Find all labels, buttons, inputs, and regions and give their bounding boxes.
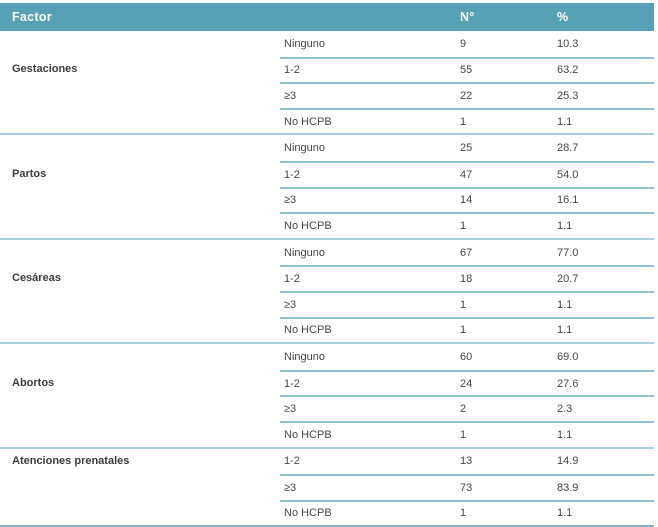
group-rows: 1-2 13 14.9 ≥3 73 83.9 No HCPB 1 1.1 [280, 449, 654, 526]
n-cell: 2 [460, 403, 467, 416]
table-row: 1-2 13 14.9 [280, 449, 654, 475]
pct-cell: 1.1 [557, 115, 573, 128]
table-header-row: Factor N° % [0, 3, 654, 31]
n-cell: 73 [460, 481, 473, 494]
group-rows: Ninguno 9 10.3 1-2 55 63.2 ≥3 22 25.3 [280, 31, 654, 133]
category-cell: 1-2 [284, 273, 300, 286]
n-cell: 18 [460, 273, 473, 286]
header-pct-label: % [557, 10, 569, 24]
n-cell: 1 [460, 219, 467, 232]
pct-cell: 1.1 [557, 324, 573, 337]
n-cell: 1 [460, 324, 467, 337]
n-cell: 1 [460, 507, 467, 520]
table-group-atenciones-prenatales: Atenciones prenatales 1-2 13 14.9 ≥3 73 … [0, 446, 654, 526]
table-group-gestaciones: Gestaciones Ninguno 9 10.3 1-2 55 63.2 ≥… [0, 31, 654, 133]
table-group-cesareas: Cesáreas Ninguno 67 77.0 1-2 18 20.7 ≥3 [0, 237, 654, 342]
pct-cell: 1.1 [557, 219, 573, 232]
pct-cell: 14.9 [557, 455, 579, 468]
n-cell: 60 [460, 350, 473, 363]
table-row: Ninguno 25 28.7 [280, 135, 654, 161]
table-row: No HCPB 1 1.1 [280, 212, 654, 238]
category-cell: ≥3 [284, 194, 297, 207]
pct-cell: 69.0 [557, 350, 579, 363]
category-cell: 1-2 [284, 64, 300, 77]
n-cell: 9 [460, 37, 467, 50]
table-group-partos: Partos Ninguno 25 28.7 1-2 47 54.0 ≥3 14 [0, 133, 654, 237]
pct-cell: 1.1 [557, 298, 573, 311]
table-row: ≥3 73 83.9 [280, 474, 654, 500]
category-cell: 1-2 [284, 455, 300, 468]
category-cell: Ninguno [284, 142, 325, 155]
category-cell: Ninguno [284, 37, 325, 50]
n-cell: 22 [460, 89, 473, 102]
factor-label: Atenciones prenatales [12, 455, 130, 468]
group-rows: Ninguno 67 77.0 1-2 18 20.7 ≥3 1 1.1 [280, 240, 654, 342]
table-row: 1-2 47 54.0 [280, 160, 654, 187]
category-cell: ≥3 [284, 298, 297, 311]
n-cell: 14 [460, 194, 473, 207]
pct-cell: 16.1 [557, 194, 579, 207]
pct-cell: 1.1 [557, 507, 573, 520]
header-factor-label: Factor [12, 10, 53, 24]
pct-cell: 1.1 [557, 428, 573, 441]
n-cell: 55 [460, 64, 473, 77]
category-cell: No HCPB [284, 115, 332, 128]
category-cell: No HCPB [284, 507, 332, 520]
category-cell: ≥3 [284, 89, 297, 102]
category-cell: ≥3 [284, 481, 297, 494]
table-row: No HCPB 1 1.1 [280, 107, 654, 134]
factor-label: Gestaciones [12, 63, 78, 76]
header-n-label: N° [460, 10, 475, 24]
table-row: ≥3 22 25.3 [280, 82, 654, 108]
n-cell: 13 [460, 455, 473, 468]
factors-frequency-table: Factor N° % Gestaciones Ninguno 9 10.3 1… [0, 3, 654, 527]
group-rows: Ninguno 60 69.0 1-2 24 27.6 ≥3 2 2.3 [280, 344, 654, 446]
category-cell: No HCPB [284, 428, 332, 441]
pct-cell: 54.0 [557, 168, 579, 181]
table-row: ≥3 2 2.3 [280, 395, 654, 421]
table-row: No HCPB 1 1.1 [280, 499, 654, 526]
category-cell: ≥3 [284, 403, 297, 416]
pct-cell: 20.7 [557, 273, 579, 286]
category-cell: 1-2 [284, 377, 300, 390]
table-row: 1-2 55 63.2 [280, 56, 654, 83]
category-cell: No HCPB [284, 219, 332, 232]
table-row: 1-2 24 27.6 [280, 369, 654, 396]
table-row: Ninguno 60 69.0 [280, 344, 654, 370]
pct-cell: 25.3 [557, 89, 579, 102]
category-cell: Ninguno [284, 246, 325, 259]
table-row: ≥3 14 16.1 [280, 186, 654, 213]
pct-cell: 77.0 [557, 246, 579, 259]
factor-label: Cesáreas [12, 272, 61, 285]
pct-cell: 10.3 [557, 37, 579, 50]
category-cell: No HCPB [284, 324, 332, 337]
n-cell: 25 [460, 142, 473, 155]
pct-cell: 83.9 [557, 481, 579, 494]
pct-cell: 27.6 [557, 377, 579, 390]
factor-label: Abortos [12, 376, 55, 389]
table-row: No HCPB 1 1.1 [280, 420, 654, 447]
category-cell: Ninguno [284, 350, 325, 363]
table-group-abortos: Abortos Ninguno 60 69.0 1-2 24 27.6 ≥3 2 [0, 342, 654, 446]
table-row: Ninguno 9 10.3 [280, 31, 654, 57]
n-cell: 24 [460, 377, 473, 390]
pct-cell: 63.2 [557, 64, 579, 77]
factor-label: Partos [12, 167, 47, 180]
table-row: No HCPB 1 1.1 [280, 316, 654, 343]
table-row: Ninguno 67 77.0 [280, 240, 654, 266]
n-cell: 47 [460, 168, 473, 181]
group-rows: Ninguno 25 28.7 1-2 47 54.0 ≥3 14 16.1 [280, 135, 654, 237]
n-cell: 67 [460, 246, 473, 259]
n-cell: 1 [460, 298, 467, 311]
table-row: ≥3 1 1.1 [280, 290, 654, 317]
category-cell: 1-2 [284, 168, 300, 181]
table-body: Gestaciones Ninguno 9 10.3 1-2 55 63.2 ≥… [0, 31, 654, 527]
n-cell: 1 [460, 428, 467, 441]
table-row: 1-2 18 20.7 [280, 265, 654, 291]
pct-cell: 28.7 [557, 142, 579, 155]
n-cell: 1 [460, 115, 467, 128]
pct-cell: 2.3 [557, 403, 573, 416]
